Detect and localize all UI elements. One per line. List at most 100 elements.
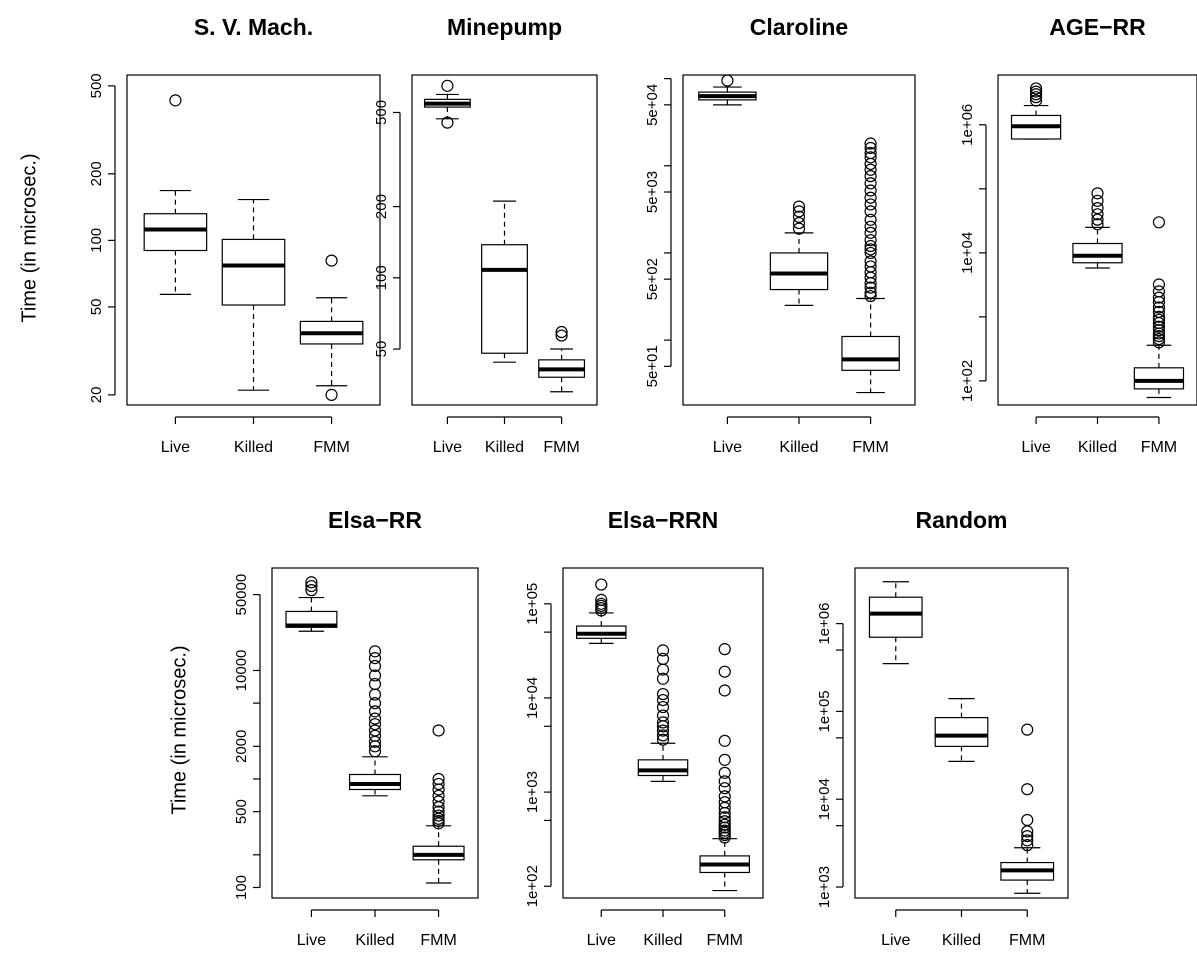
- outlier-point: [656, 729, 670, 742]
- outlier-point: [595, 578, 608, 591]
- outlier-point: [864, 239, 877, 253]
- plot-frame: [854, 567, 1069, 899]
- outlier-point: [555, 325, 568, 339]
- outlier-point: [1152, 313, 1166, 326]
- panel-title: Claroline: [750, 14, 848, 40]
- outlier-point: [432, 809, 445, 822]
- outlier-point: [368, 652, 382, 665]
- panel-title: AGE−RR: [1049, 14, 1146, 40]
- y-tick-label: 20: [88, 387, 105, 404]
- iqr-box: [841, 335, 900, 371]
- outlier-point: [864, 246, 877, 260]
- panel-title: Minepump: [447, 14, 562, 40]
- outlier-point: [718, 815, 731, 828]
- y-tick-label: 1e+02: [524, 865, 541, 907]
- outlier-point: [1021, 834, 1034, 847]
- box-killed: [637, 644, 689, 782]
- outlier-point: [792, 205, 806, 218]
- box-fmm: [538, 325, 586, 393]
- x-tick-label: Killed: [779, 439, 818, 456]
- panel-title: Elsa−RRN: [608, 507, 719, 533]
- boxplot-panel: AGE−RR 1e+02 1e+04 1e+06 Live Killed FMM: [959, 14, 1197, 456]
- iqr-box: [637, 759, 689, 777]
- x-tick-label: Killed: [355, 932, 394, 949]
- outlier-point: [656, 644, 670, 657]
- outlier-point: [305, 576, 318, 589]
- outlier-point: [368, 729, 382, 742]
- outlier-point: [1021, 723, 1034, 736]
- outlier-point: [368, 718, 382, 731]
- outlier-point: [864, 146, 877, 160]
- iqr-box: [868, 596, 923, 638]
- outlier-point: [718, 811, 731, 824]
- outlier-point: [864, 213, 877, 226]
- outlier-point: [721, 74, 734, 87]
- x-tick-label: Killed: [942, 932, 981, 949]
- outlier-point: [718, 782, 731, 795]
- outlier-point: [325, 388, 338, 401]
- outlier-point: [1091, 194, 1104, 207]
- outlier-point: [718, 753, 731, 766]
- x-tick-label: Live: [713, 439, 742, 456]
- outlier-point: [656, 733, 670, 746]
- outlier-point: [1021, 839, 1034, 852]
- outlier-point: [368, 645, 382, 658]
- boxplot-panel: S. V. Mach. 20 50 100 200 500 Live Killed FMM: [88, 14, 381, 456]
- plot-frame: [411, 74, 598, 406]
- x-tick-label: Live: [297, 932, 326, 949]
- outlier-point: [1029, 91, 1043, 104]
- outlier-point: [718, 824, 731, 837]
- outlier-point: [441, 116, 454, 129]
- outlier-point: [1029, 85, 1043, 98]
- iqr-box: [1133, 367, 1185, 390]
- panel-title: Random: [916, 507, 1008, 533]
- outlier-point: [1021, 783, 1034, 796]
- y-axis-label-bottom: Time (in microsec.): [168, 645, 190, 814]
- x-tick-label: FMM: [420, 932, 456, 949]
- box-killed: [221, 198, 286, 391]
- outlier-point: [1091, 202, 1104, 215]
- outlier-point: [1091, 187, 1104, 200]
- y-tick-label: 1e+04: [524, 677, 541, 719]
- outlier-point: [864, 205, 877, 218]
- x-tick-label: FMM: [852, 439, 888, 456]
- y-tick-label: 10000: [233, 650, 250, 692]
- outlier-point: [656, 693, 670, 707]
- iqr-box: [221, 238, 286, 306]
- box-fmm: [1133, 216, 1185, 399]
- plot-frame: [271, 567, 479, 899]
- outlier-point: [864, 198, 877, 211]
- box-killed: [1072, 187, 1123, 269]
- box-fmm: [699, 643, 751, 892]
- outlier-point: [718, 734, 731, 747]
- outlier-point: [368, 705, 382, 718]
- outlier-point: [169, 94, 182, 107]
- y-tick-label: 500: [373, 100, 390, 125]
- y-tick-label: 50: [88, 299, 105, 316]
- outlier-point: [441, 79, 454, 92]
- outlier-point: [864, 286, 877, 299]
- outlier-point: [864, 163, 877, 176]
- outlier-point: [555, 329, 568, 342]
- iqr-box: [143, 213, 208, 252]
- y-tick-label: 1e+05: [816, 690, 833, 732]
- plot-frame: [562, 567, 764, 899]
- boxplot-panel: Elsa−RRN 1e+02 1e+03 1e+04 1e+05 Live Killed FM…: [524, 507, 764, 949]
- outlier-point: [1021, 813, 1034, 827]
- outlier-point: [1021, 830, 1034, 843]
- box-fmm: [841, 137, 900, 394]
- y-axis-label-top: Time (in microsec.): [18, 153, 40, 322]
- outlier-point: [864, 243, 877, 256]
- outlier-point: [864, 255, 877, 268]
- outlier-point: [1152, 320, 1166, 333]
- box-killed: [769, 200, 829, 307]
- outlier-point: [1152, 336, 1166, 349]
- y-tick-label: 5e+01: [644, 345, 661, 387]
- panel-title: S. V. Mach.: [194, 14, 313, 40]
- box-live: [698, 74, 757, 106]
- y-tick-label: 5e+04: [644, 84, 661, 126]
- y-tick-label: 1e+03: [816, 866, 833, 908]
- box-killed: [934, 697, 989, 762]
- box-live: [423, 79, 471, 129]
